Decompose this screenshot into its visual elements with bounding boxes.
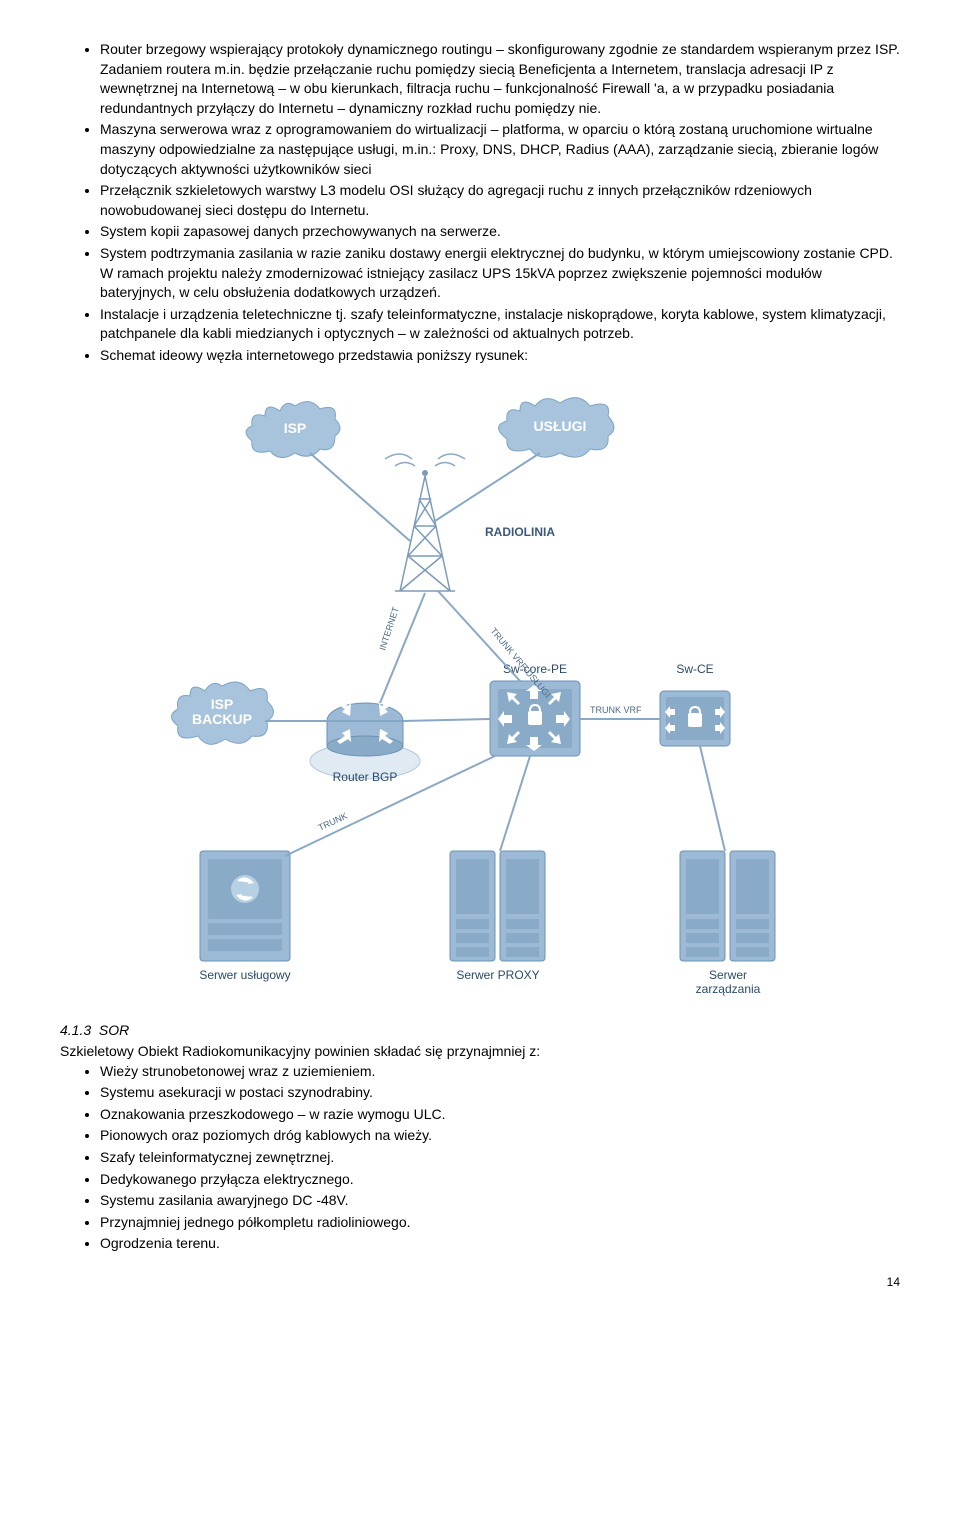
section-number: 4.1.3 <box>60 1022 91 1038</box>
list-item: Przełącznik szkieletowych warstwy L3 mod… <box>100 181 900 220</box>
list-item: Systemu asekuracji w postaci szynodrabin… <box>100 1083 900 1103</box>
radio-tower-icon <box>385 454 465 591</box>
isp-label: ISP <box>284 420 307 436</box>
page-number: 14 <box>60 1274 900 1291</box>
list-item: System kopii zapasowej danych przechowyw… <box>100 222 900 242</box>
serwer-zarz-label-2: zarządzania <box>696 982 761 996</box>
section-title: SOR <box>99 1022 129 1038</box>
isp-cloud: ISP <box>246 401 340 457</box>
uslugi-cloud: USŁUGI <box>499 397 615 457</box>
serwer-uslugowy-label: Serwer usługowy <box>199 968 290 982</box>
list-item: Router brzegowy wspierający protokoły dy… <box>100 40 900 118</box>
uslugi-label: USŁUGI <box>534 418 587 434</box>
serwer-zarzadzania-icon: Serwer zarządzania <box>680 851 775 996</box>
top-bullet-list: Router brzegowy wspierający protokoły dy… <box>60 40 900 366</box>
list-item: System podtrzymania zasilania w razie za… <box>100 244 900 303</box>
serwer-proxy-icon: Serwer PROXY <box>450 851 545 982</box>
serwer-proxy-label: Serwer PROXY <box>456 968 539 982</box>
list-item: Instalacje i urządzenia teletechniczne t… <box>100 305 900 344</box>
sw-ce-label: Sw-CE <box>676 662 713 676</box>
isp-backup-cloud: ISP BACKUP <box>172 682 274 744</box>
sw-ce-icon: Sw-CE <box>660 662 730 746</box>
network-diagram: ISP USŁUGI RADIOLINIA ISP BACKUP <box>170 381 790 1011</box>
trunk-label-1: TRUNK <box>317 810 349 832</box>
serwer-uslugowy-icon: Serwer usługowy <box>199 851 290 982</box>
list-item: Oznakowania przeszkodowego – w razie wym… <box>100 1105 900 1125</box>
trunk-vrf-label: TRUNK VRF <box>590 705 642 715</box>
list-item: Schemat ideowy węzła internetowego przed… <box>100 346 900 366</box>
section-intro: Szkieletowy Obiekt Radiokomunikacyjny po… <box>60 1042 900 1062</box>
section-heading: 4.1.3 SOR <box>60 1021 900 1041</box>
router-bgp-label: Router BGP <box>333 770 398 784</box>
list-item: Wieży strunobetonowej wraz z uziemieniem… <box>100 1062 900 1082</box>
isp-backup-label-2: BACKUP <box>192 711 252 727</box>
list-item: Pionowych oraz poziomych dróg kablowych … <box>100 1126 900 1146</box>
radiolinia-label: RADIOLINIA <box>485 525 555 539</box>
list-item: Przynajmniej jednego półkompletu radioli… <box>100 1213 900 1233</box>
router-bgp-icon: Router BGP <box>310 701 420 784</box>
isp-backup-label-1: ISP <box>211 696 234 712</box>
bottom-bullet-list: Wieży strunobetonowej wraz z uziemieniem… <box>60 1062 900 1254</box>
serwer-zarz-label-1: Serwer <box>709 968 747 982</box>
list-item: Ogrodzenia terenu. <box>100 1234 900 1254</box>
internet-link-label: INTERNET <box>377 605 401 651</box>
list-item: Dedykowanego przyłącza elektrycznego. <box>100 1170 900 1190</box>
list-item: Systemu zasilania awaryjnego DC -48V. <box>100 1191 900 1211</box>
list-item: Szafy teleinformatycznej zewnętrznej. <box>100 1148 900 1168</box>
list-item: Maszyna serwerowa wraz z oprogramowaniem… <box>100 120 900 179</box>
